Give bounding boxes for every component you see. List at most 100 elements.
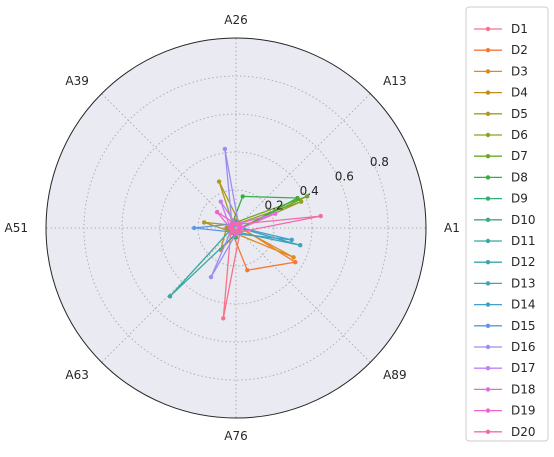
legend-label-D18: D18	[511, 382, 536, 396]
legend-item-D9: D9	[474, 192, 528, 206]
legend-item-D11: D11	[474, 234, 536, 248]
legend-item-D13: D13	[474, 276, 536, 290]
data-point-D6-1	[298, 199, 304, 204]
data-point-D16-5	[208, 274, 214, 280]
legend-item-D18: D18	[474, 382, 536, 396]
legend-swatch-marker-D18	[485, 387, 491, 392]
legend-label-D2: D2	[511, 43, 528, 57]
series-D20	[229, 213, 323, 235]
legend-swatch-marker-D12	[485, 260, 491, 265]
legend-item-D12: D12	[474, 255, 536, 269]
radial-tick-label-0: 0.2	[265, 199, 284, 213]
data-point-D18-1	[273, 211, 278, 216]
legend-item-D7: D7	[474, 149, 528, 163]
angle-labels: A1 A13 A26 A39 A51 A63 A76 A89	[5, 13, 460, 443]
legend-swatch-marker-D8	[485, 175, 491, 180]
data-point-D17-3	[218, 199, 223, 204]
data-point-D3-7	[291, 255, 296, 260]
data-point-D20-6	[233, 229, 239, 234]
legend-item-D3: D3	[474, 64, 528, 78]
legend-label-D7: D7	[511, 149, 528, 163]
legend-item-D16: D16	[474, 340, 536, 354]
legend-swatch-marker-D11	[485, 238, 491, 244]
angle-label-A13: A13	[383, 74, 406, 88]
legend-item-D17: D17	[474, 361, 536, 375]
legend-label-D10: D10	[511, 213, 536, 227]
angle-label-A76: A76	[224, 429, 247, 443]
data-point-D15-4	[192, 225, 197, 231]
legend-label-D14: D14	[511, 298, 536, 312]
legend-label-D3: D3	[511, 64, 528, 78]
plot-outline	[45, 37, 427, 419]
radial-tick-label-2: 0.6	[335, 169, 354, 183]
legend-swatch-marker-D1	[485, 26, 491, 32]
legend: D1 D2 D3 D4 D5 D6 D7 D8 D9 D10 D11 D12 D13 D14 D15 D16 D…	[465, 6, 549, 442]
radial-tick-label-1: 0.4	[300, 184, 319, 198]
data-point-D20-1	[237, 221, 243, 227]
legend-swatch-marker-D4	[485, 90, 491, 95]
angle-label-A51: A51	[5, 221, 28, 235]
data-point-D8-2	[240, 194, 245, 199]
legend-item-D8: D8	[474, 170, 528, 184]
legend-label-D4: D4	[511, 86, 528, 100]
legend-item-D6: D6	[474, 128, 528, 142]
legend-swatch-marker-D6	[485, 132, 491, 138]
data-point-D7-1	[304, 194, 310, 199]
legend-box	[465, 6, 549, 442]
legend-label-D6: D6	[511, 128, 528, 142]
data-point-D20-0	[318, 213, 323, 219]
radial-gridline-2	[121, 113, 351, 343]
plot-area	[45, 37, 427, 419]
legend-item-D19: D19	[474, 404, 536, 418]
angle-label-A26: A26	[224, 13, 247, 27]
radial-gridline-0	[197, 189, 275, 267]
radial-tick-label-3: 0.8	[370, 155, 389, 169]
data-point-D2-7	[293, 260, 298, 265]
legend-item-D14: D14	[474, 298, 536, 312]
data-point-D11-5	[167, 294, 173, 299]
legend-swatch-marker-D10	[485, 217, 491, 222]
legend-label-D17: D17	[511, 361, 536, 375]
legend-label-D5: D5	[511, 107, 528, 121]
legend-swatch-marker-D15	[485, 323, 491, 328]
data-point-D5-2	[216, 179, 222, 184]
data-point-D20-7	[237, 229, 243, 235]
legend-label-D20: D20	[511, 425, 536, 439]
legend-item-D1: D1	[474, 22, 528, 36]
legend-swatch-marker-D2	[485, 48, 491, 53]
legend-swatch-marker-D14	[485, 302, 491, 307]
data-point-D14-7	[289, 237, 294, 243]
legend-item-D15: D15	[474, 319, 536, 333]
legend-label-D8: D8	[511, 170, 528, 184]
angle-label-A63: A63	[65, 368, 88, 382]
legend-label-D15: D15	[511, 319, 536, 333]
legend-swatch-marker-D5	[485, 111, 491, 117]
legend-swatch-marker-D19	[485, 408, 491, 413]
legend-item-D2: D2	[474, 43, 528, 57]
data-point-D13-7	[298, 243, 303, 248]
legend-label-D19: D19	[511, 404, 536, 418]
legend-swatch-marker-D3	[485, 69, 491, 74]
data-point-D1-6	[221, 316, 226, 321]
data-point-D19-3	[214, 209, 220, 215]
data-point-D20-4	[230, 225, 235, 231]
data-point-D8-1	[295, 195, 300, 201]
data-point-D16-2	[222, 146, 228, 152]
legend-item-D10: D10	[474, 213, 536, 227]
legend-swatch-marker-D16	[485, 344, 491, 350]
legend-label-D11: D11	[511, 234, 536, 248]
legend-swatch-marker-D17	[485, 366, 491, 371]
legend-swatch-marker-D20	[485, 429, 491, 434]
angle-label-A1: A1	[444, 221, 460, 235]
data-point-D2-6	[245, 268, 250, 273]
legend-item-D20: D20	[474, 425, 536, 439]
legend-label-D1: D1	[511, 22, 528, 36]
data-point-D20-3	[229, 221, 235, 227]
radial-labels: 0.2 0.4 0.6 0.8	[265, 155, 389, 213]
legend-item-D5: D5	[474, 107, 528, 121]
legend-swatch-marker-D7	[485, 154, 491, 159]
legend-item-D4: D4	[474, 86, 528, 100]
legend-label-D9: D9	[511, 192, 528, 206]
data-point-D5-4	[201, 220, 207, 225]
